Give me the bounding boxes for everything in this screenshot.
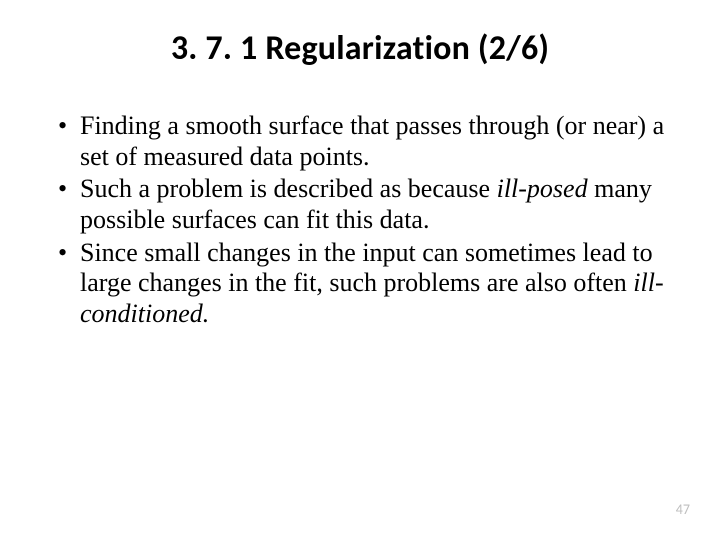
bullet-list: Finding a smooth surface that passes thr… [54,111,666,330]
list-item: Finding a smooth surface that passes thr… [54,111,666,172]
bullet-text-pre: Finding a smooth surface that passes thr… [80,111,664,171]
list-item: Such a problem is described as because i… [54,174,666,235]
bullet-text-pre: Since small changes in the input can som… [80,238,653,298]
slide-title: 3. 7. 1 Regularization (2/6) [54,28,666,69]
bullet-text-pre: Such a problem is described as because [80,174,497,203]
slide-container: 3. 7. 1 Regularization (2/6) Finding a s… [0,0,720,540]
page-number: 47 [676,501,690,518]
list-item: Since small changes in the input can som… [54,238,666,330]
bullet-text-italic: ill-posed [497,174,588,203]
